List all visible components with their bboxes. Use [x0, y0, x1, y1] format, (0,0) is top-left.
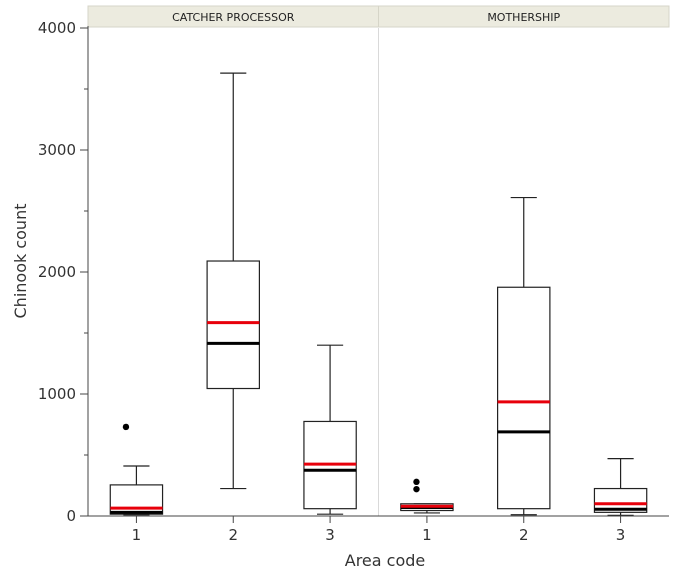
outlier-point	[122, 423, 130, 431]
iqr-box	[206, 260, 260, 390]
panel-strip	[378, 5, 670, 28]
y-tick-label: 0	[66, 507, 76, 525]
box-2	[206, 72, 260, 490]
y-tick-label: 3000	[38, 141, 76, 159]
outlier-point	[413, 485, 420, 493]
iqr-box	[593, 487, 648, 513]
y-axis-title: Chinook count	[11, 204, 30, 319]
y-tick-label: 4000	[38, 19, 76, 37]
x-tick-label: 3	[325, 526, 335, 544]
x-tick-label: 1	[422, 526, 432, 544]
panel-strip-label: CATCHER PROCESSOR	[172, 11, 295, 24]
x-axis: 1 2 3 1 2 3	[88, 515, 669, 544]
x-tick-label: 3	[616, 526, 626, 544]
box-3	[593, 458, 648, 516]
panel-0	[109, 72, 357, 516]
y-tick-label: 1000	[38, 385, 76, 403]
box-1	[109, 423, 164, 516]
iqr-box	[109, 484, 164, 515]
panels	[109, 28, 648, 516]
y-tick-label: 2000	[38, 263, 76, 281]
iqr-box	[497, 286, 551, 510]
box-2	[497, 196, 551, 516]
outlier-point	[413, 478, 420, 486]
x-axis-title: Area code	[345, 551, 426, 570]
panel-strip-label: MOTHERSHIP	[487, 11, 560, 24]
box-3	[303, 344, 357, 515]
x-tick-label: 1	[132, 526, 142, 544]
x-tick-label: 2	[228, 526, 238, 544]
x-tick-label: 2	[519, 526, 529, 544]
box-1	[400, 478, 454, 514]
y-axis: 0 1000 2000 3000 4000	[38, 19, 89, 525]
panel-strips: CATCHER PROCESSOR MOTHERSHIP	[87, 5, 670, 28]
panel-1	[400, 196, 648, 516]
